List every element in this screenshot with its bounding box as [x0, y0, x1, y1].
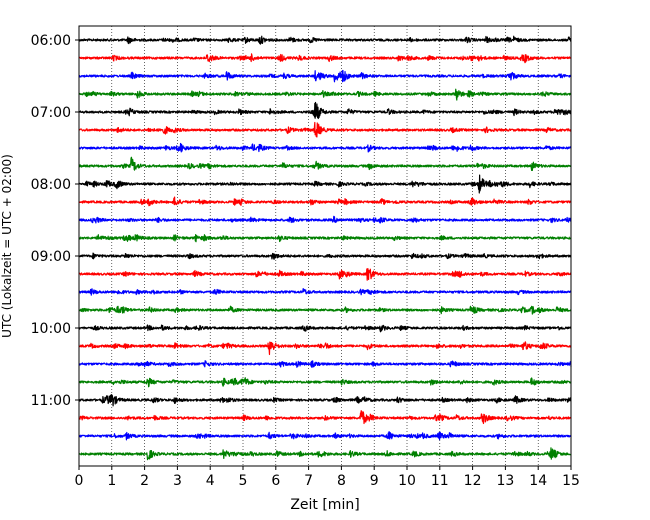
plot-frame	[78, 25, 572, 467]
seismic-trace	[78, 410, 572, 425]
seismic-trace	[78, 196, 572, 207]
x-axis-ticks: 0 1 2 3 4 5 6 7 8 9 10 11 12 13 14 15	[75, 466, 580, 489]
x-tick-label: 9	[370, 473, 379, 489]
x-tick-label: 6	[271, 473, 280, 489]
x-tick-label: 5	[239, 473, 248, 489]
seismic-trace	[78, 431, 572, 441]
x-tick-label: 12	[464, 473, 482, 489]
x-tick-label: 7	[304, 473, 313, 489]
x-tick-label: 4	[206, 473, 215, 489]
seismic-trace	[78, 360, 572, 369]
seismic-trace	[78, 156, 572, 172]
x-tick-label: 11	[431, 473, 449, 489]
x-tick-label: 2	[140, 473, 149, 489]
seismic-trace	[78, 215, 572, 224]
seismic-trace	[78, 35, 572, 45]
x-tick-label: 1	[107, 473, 116, 489]
x-tick-label: 15	[562, 473, 580, 489]
grid-lines	[111, 26, 539, 466]
x-tick-label: 8	[337, 473, 346, 489]
seismic-trace	[78, 252, 572, 260]
seismic-trace	[78, 288, 572, 296]
seismic-trace	[78, 174, 572, 194]
x-axis-label: Zeit [min]	[290, 497, 359, 513]
y-axis-label: UTC (Lokalzeit = UTC + 02:00)	[0, 154, 14, 338]
x-tick-label: 0	[75, 473, 84, 489]
y-tick-label: 10:00	[31, 321, 71, 337]
seismic-trace	[78, 121, 572, 138]
seismic-trace	[78, 53, 572, 64]
seismic-trace	[78, 377, 572, 388]
seismic-trace	[78, 234, 572, 243]
x-tick-label: 10	[398, 473, 416, 489]
y-tick-label: 06:00	[31, 33, 71, 49]
seismic-trace	[78, 88, 572, 101]
seismic-trace	[78, 447, 572, 461]
x-tick-label: 3	[173, 473, 182, 489]
seismic-trace	[78, 268, 572, 281]
seismic-trace	[78, 394, 572, 407]
seismic-trace	[78, 341, 572, 356]
y-tick-label: 07:00	[31, 105, 71, 121]
seismic-trace	[78, 324, 572, 333]
seismic-trace	[78, 305, 572, 315]
seismic-trace	[78, 142, 572, 153]
trace-group	[78, 35, 572, 461]
plot-background	[79, 26, 571, 466]
seismic-trace	[78, 69, 572, 83]
y-tick-label: 11:00	[31, 393, 71, 409]
y-tick-label: 08:00	[31, 177, 71, 193]
x-tick-label: 14	[529, 473, 547, 489]
y-tick-label: 09:00	[31, 249, 71, 265]
seismic-trace	[78, 101, 572, 120]
y-axis-ticks: 06:00 07:00 08:00 09:00 10:00 11:00	[31, 33, 79, 409]
x-tick-label: 13	[496, 473, 514, 489]
